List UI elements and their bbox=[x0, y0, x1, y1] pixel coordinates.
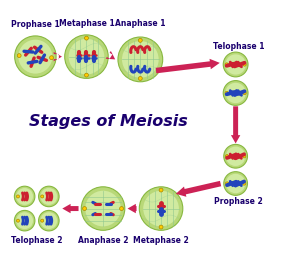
Circle shape bbox=[226, 174, 245, 193]
Circle shape bbox=[118, 37, 163, 82]
Circle shape bbox=[14, 210, 35, 231]
FancyArrow shape bbox=[176, 181, 221, 197]
Circle shape bbox=[159, 225, 163, 229]
Circle shape bbox=[85, 36, 88, 40]
Text: Anaphase 2: Anaphase 2 bbox=[78, 236, 128, 245]
Circle shape bbox=[17, 54, 21, 57]
Circle shape bbox=[81, 187, 125, 230]
FancyArrow shape bbox=[54, 52, 62, 61]
Circle shape bbox=[242, 182, 246, 185]
Circle shape bbox=[14, 186, 35, 207]
Circle shape bbox=[225, 155, 229, 158]
Text: Prophase 2: Prophase 2 bbox=[214, 197, 263, 206]
Circle shape bbox=[226, 54, 246, 75]
Circle shape bbox=[223, 52, 248, 77]
Text: Prophase 1: Prophase 1 bbox=[11, 20, 60, 29]
Circle shape bbox=[226, 146, 245, 166]
Circle shape bbox=[39, 186, 59, 207]
Circle shape bbox=[50, 56, 53, 60]
FancyArrow shape bbox=[231, 106, 240, 143]
FancyArrow shape bbox=[128, 204, 136, 213]
Circle shape bbox=[16, 219, 20, 222]
Circle shape bbox=[224, 172, 248, 195]
Circle shape bbox=[39, 210, 59, 231]
Circle shape bbox=[85, 73, 88, 77]
Circle shape bbox=[224, 145, 248, 168]
Circle shape bbox=[139, 187, 183, 230]
Circle shape bbox=[40, 188, 57, 205]
Circle shape bbox=[41, 195, 44, 198]
Circle shape bbox=[18, 40, 52, 74]
Circle shape bbox=[16, 188, 33, 205]
Circle shape bbox=[159, 188, 163, 192]
Circle shape bbox=[225, 182, 229, 185]
FancyArrow shape bbox=[106, 51, 115, 59]
Text: Telophase 2: Telophase 2 bbox=[11, 236, 62, 245]
Text: Anaphase 1: Anaphase 1 bbox=[115, 19, 166, 28]
Text: Metaphase 1: Metaphase 1 bbox=[58, 19, 114, 28]
Circle shape bbox=[243, 63, 246, 66]
Circle shape bbox=[15, 36, 56, 77]
Circle shape bbox=[138, 76, 142, 80]
Circle shape bbox=[40, 212, 57, 229]
Circle shape bbox=[223, 81, 248, 105]
Circle shape bbox=[138, 39, 142, 42]
FancyArrow shape bbox=[62, 204, 79, 213]
Circle shape bbox=[243, 91, 246, 95]
Text: Telophase 1: Telophase 1 bbox=[213, 42, 264, 51]
Text: Stages of Meiosis: Stages of Meiosis bbox=[29, 114, 188, 129]
Circle shape bbox=[69, 39, 104, 74]
Circle shape bbox=[41, 219, 44, 222]
FancyArrow shape bbox=[156, 59, 220, 73]
Circle shape bbox=[65, 35, 108, 78]
Text: Metaphase 2: Metaphase 2 bbox=[133, 236, 189, 245]
Circle shape bbox=[226, 83, 246, 103]
Circle shape bbox=[225, 91, 228, 95]
Circle shape bbox=[82, 207, 86, 210]
Circle shape bbox=[143, 191, 179, 226]
Circle shape bbox=[122, 41, 159, 78]
Circle shape bbox=[85, 191, 121, 226]
Circle shape bbox=[16, 195, 20, 198]
Circle shape bbox=[225, 63, 228, 66]
Circle shape bbox=[120, 207, 124, 210]
Circle shape bbox=[16, 212, 33, 229]
Circle shape bbox=[242, 155, 246, 158]
